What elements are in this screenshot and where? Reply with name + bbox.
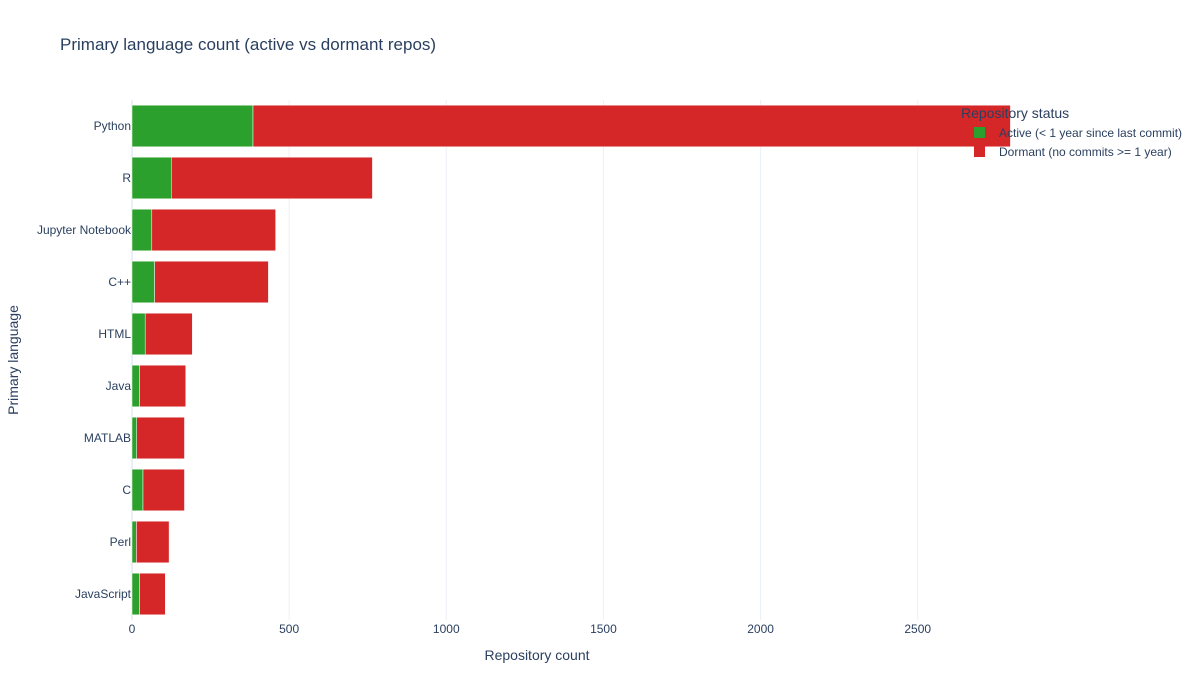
legend-label-dormant: Dormant (no commits >= 1 year)	[999, 145, 1172, 159]
bars	[131, 104, 1011, 616]
legend-item-active[interactable]: Active (< 1 year since last commit)	[974, 126, 1182, 140]
bar-dormant[interactable]	[252, 104, 1011, 148]
y-tick-label: Python	[94, 119, 131, 133]
y-axis-ticks: Python R Jupyter Notebook C++ HTML Java MATLAB…	[37, 119, 132, 601]
bar-dormant[interactable]	[139, 364, 186, 408]
bar-active[interactable]	[131, 104, 254, 148]
x-tick-label: 1500	[590, 622, 617, 636]
bar-active[interactable]	[131, 416, 137, 460]
x-tick-label: 2500	[904, 622, 931, 636]
bar-dormant[interactable]	[151, 208, 276, 252]
legend-label-active: Active (< 1 year since last commit)	[999, 126, 1182, 140]
x-tick-label: 500	[279, 622, 299, 636]
x-tick-label: 2000	[747, 622, 774, 636]
y-tick-label: MATLAB	[84, 431, 131, 445]
bar-dormant[interactable]	[142, 468, 185, 512]
bar-dormant[interactable]	[139, 572, 166, 616]
bar-active[interactable]	[131, 312, 146, 356]
y-tick-label: JavaScript	[75, 587, 132, 601]
legend-item-dormant[interactable]: Dormant (no commits >= 1 year)	[974, 145, 1172, 159]
y-tick-label: R	[122, 171, 131, 185]
y-axis-title: Primary language	[5, 305, 21, 415]
legend-title: Repository status	[961, 105, 1069, 121]
bar-dormant[interactable]	[136, 416, 185, 460]
bar-active[interactable]	[131, 468, 144, 512]
y-tick-label: C++	[108, 275, 131, 289]
y-tick-label: C	[122, 483, 131, 497]
bar-active[interactable]	[131, 208, 153, 252]
y-tick-label: HTML	[98, 327, 131, 341]
bar-dormant[interactable]	[171, 156, 373, 200]
bar-active[interactable]	[131, 572, 140, 616]
y-tick-label: Jupyter Notebook	[37, 223, 132, 237]
bar-dormant[interactable]	[144, 312, 193, 356]
bar-active[interactable]	[131, 156, 172, 200]
bar-dormant[interactable]	[154, 260, 269, 304]
bar-active[interactable]	[131, 520, 137, 564]
y-tick-label: Java	[106, 379, 132, 393]
bar-active[interactable]	[131, 260, 155, 304]
legend-swatch-active	[974, 127, 985, 138]
bar-active[interactable]	[131, 364, 140, 408]
chart-title: Primary language count (active vs dorman…	[60, 35, 436, 54]
x-tick-label: 1000	[433, 622, 460, 636]
x-axis-ticks: 0 500 1000 1500 2000 2500	[129, 622, 932, 636]
bar-dormant[interactable]	[136, 520, 170, 564]
x-axis-title: Repository count	[484, 647, 589, 663]
y-tick-label: Perl	[110, 535, 131, 549]
x-tick-label: 0	[129, 622, 136, 636]
legend-swatch-dormant	[974, 146, 985, 157]
legend[interactable]: Repository status Active (< 1 year since…	[961, 105, 1182, 159]
